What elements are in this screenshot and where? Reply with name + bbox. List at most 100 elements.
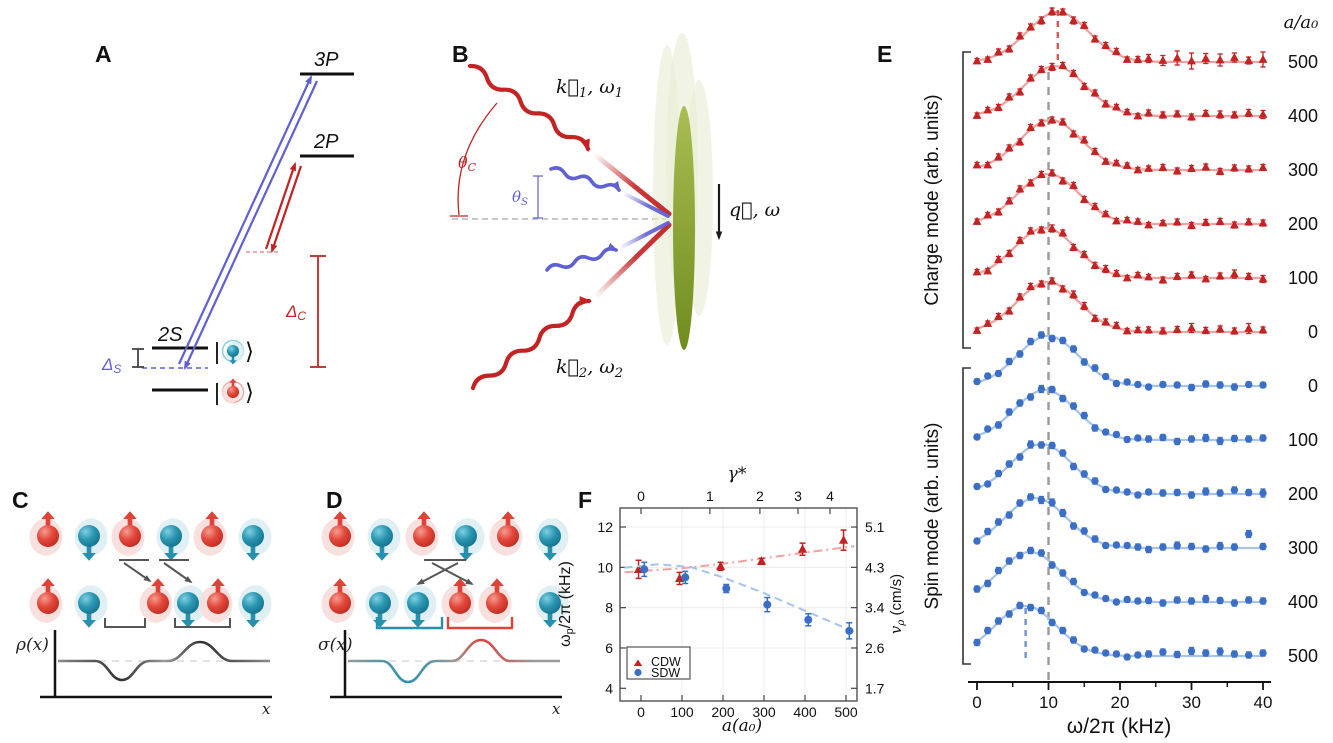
series-sdw bbox=[640, 561, 854, 640]
e-tick-label: 30 bbox=[1182, 693, 1201, 712]
v-rho-axis-label: vρ (cm/s) bbox=[887, 574, 907, 634]
theta-c-arc bbox=[457, 102, 498, 216]
delta-s-label: ΔS bbox=[101, 355, 121, 376]
f-bottom-tick-label: 400 bbox=[793, 704, 817, 720]
red-spin-up-ball-icon bbox=[29, 511, 63, 556]
a-over-a0-value-spin: 200 bbox=[1288, 484, 1318, 504]
spectrum-spin-400 bbox=[973, 546, 1267, 607]
fit-spin-0 bbox=[976, 334, 1263, 388]
teal-spin-down-ball-icon bbox=[238, 585, 272, 628]
panel-d: D σ(x) x bbox=[318, 487, 569, 718]
k1-wavy-arrow-icon bbox=[467, 63, 591, 153]
panel-a-letter: A bbox=[95, 41, 112, 67]
fit-spin-300 bbox=[976, 496, 1263, 550]
e-tick-label: 10 bbox=[1039, 693, 1058, 712]
ket-open-bar: | bbox=[214, 338, 220, 364]
charge-arrow-down bbox=[270, 165, 303, 254]
legend-sdw-label: SDW bbox=[651, 666, 680, 680]
f-right-tick-label: 5.1 bbox=[865, 519, 885, 535]
charge-mode-axis-label: Charge mode (arb. units) bbox=[922, 94, 943, 305]
f-right-tick-label: 4.3 bbox=[865, 559, 885, 575]
panel-e: E Charge mode (arb. units) Spin mode (ar… bbox=[877, 6, 1318, 738]
atom-cloud bbox=[653, 33, 713, 350]
f-right-tick-label: 1.7 bbox=[865, 680, 885, 696]
panel-c: C ρ(x) x bbox=[12, 487, 272, 718]
a-over-a0-value-spin: 400 bbox=[1288, 592, 1318, 612]
f-left-tick-label: 6 bbox=[605, 640, 613, 656]
charge-arrow-up bbox=[264, 161, 297, 250]
charge-beam-top bbox=[591, 151, 672, 217]
teal-spin-down-ball-icon bbox=[535, 585, 569, 628]
delta-c-bracket bbox=[310, 255, 326, 368]
sigma-curve bbox=[348, 638, 560, 684]
spectrum-charge-100 bbox=[972, 223, 1268, 284]
k2-label: k⃗2, ω2 bbox=[556, 356, 623, 381]
sigma-xaxis-label: x bbox=[552, 700, 561, 718]
e-tick-label: 20 bbox=[1111, 693, 1130, 712]
spectrum-spin-100 bbox=[973, 384, 1267, 446]
f-left-tick-label: 8 bbox=[605, 600, 613, 616]
teal-spin-down-ball-icon bbox=[365, 585, 399, 628]
teal-spin-down-ball-icon bbox=[74, 585, 108, 628]
panel-b: B θC θS q⃗, ω k⃗1, ω1 k⃗2, ω2 bbox=[450, 33, 780, 391]
trend-sdw bbox=[624, 563, 855, 633]
f-left-tick-label: 10 bbox=[597, 559, 613, 575]
cdw-brackets bbox=[104, 618, 231, 628]
f-plot-frame bbox=[619, 507, 858, 702]
theta-c-label: θC bbox=[458, 153, 477, 174]
teal-spin-down-ball-icon bbox=[74, 518, 108, 561]
sdw-brackets bbox=[375, 617, 514, 630]
spectrum-spin-300 bbox=[973, 493, 1267, 554]
legend-cdw-marker-icon bbox=[633, 659, 643, 666]
spectra-x-axis: 0 10 20 30 40 bbox=[968, 681, 1273, 712]
red-spin-up-ball-icon bbox=[199, 578, 233, 623]
red-spin-up-ball-icon bbox=[489, 511, 523, 556]
ket-spin-down-state: | ⟩ bbox=[214, 338, 254, 365]
panel-d-letter: D bbox=[326, 487, 343, 513]
a-over-a0-value-charge: 100 bbox=[1288, 268, 1318, 288]
sdw-transfer-arrows bbox=[416, 559, 474, 585]
teal-spin-down-ball-icon bbox=[535, 518, 569, 561]
omega-axis-label: ω/2π (kHz) bbox=[1067, 715, 1171, 738]
spectrum-charge-200 bbox=[972, 168, 1268, 230]
cdw-transfer-arrows bbox=[119, 559, 193, 584]
teal-spin-down-ball-icon bbox=[238, 518, 272, 561]
rho-x-label: ρ(x) bbox=[15, 635, 49, 655]
fit-charge-400 bbox=[976, 64, 1263, 118]
a-over-a0-value-spin: 300 bbox=[1288, 538, 1318, 558]
fit-charge-500 bbox=[976, 10, 1263, 64]
level-3p-label: 3P bbox=[314, 49, 339, 71]
teal-spin-ball-icon bbox=[226, 341, 244, 365]
level-2p-label: 2P bbox=[313, 131, 339, 153]
red-spin-ball-icon bbox=[222, 378, 240, 404]
teal-spin-down-ball-icon bbox=[451, 518, 485, 561]
spin-beam-top bbox=[621, 191, 670, 218]
red-spin-up-ball-icon bbox=[111, 511, 145, 556]
e-tick-label: 40 bbox=[1254, 693, 1273, 712]
spectrum-charge-300 bbox=[972, 115, 1268, 176]
fit-spin-400 bbox=[976, 550, 1263, 604]
spin-beam-bottom bbox=[618, 221, 670, 250]
a-over-a0-value-charge: 300 bbox=[1288, 160, 1318, 180]
a-over-a0-value-charge: 200 bbox=[1288, 214, 1318, 234]
fit-charge-100 bbox=[976, 226, 1263, 280]
q-omega-label: q⃗, ω bbox=[729, 199, 780, 221]
bragg-beams bbox=[467, 63, 672, 391]
panel-a: A 3P 2P 2S ΔC ΔS | bbox=[95, 41, 354, 405]
a-over-a0-value-charge: 0 bbox=[1308, 322, 1318, 342]
red-spin-up-ball-icon bbox=[321, 511, 355, 556]
gamma-star-axis-label: γ* bbox=[728, 464, 747, 484]
legend-cdw-label: CDW bbox=[651, 655, 681, 669]
fit-spin-100 bbox=[976, 388, 1263, 442]
e-tick-label: 0 bbox=[972, 693, 981, 712]
spin-mode-axis-label: Spin mode (arb. units) bbox=[922, 423, 943, 610]
rho-xaxis-label: x bbox=[262, 700, 271, 718]
red-spin-up-ball-icon bbox=[441, 578, 475, 623]
a-over-a0-value-spin: 0 bbox=[1308, 376, 1318, 396]
k1-label: k⃗1, ω1 bbox=[556, 76, 623, 101]
teal-spin-down-ball-icon bbox=[173, 585, 207, 628]
sigma-x-label: σ(x) bbox=[318, 635, 352, 655]
ket-red-ball-icon bbox=[222, 378, 240, 404]
f-top-tick-label: 1 bbox=[706, 488, 714, 504]
